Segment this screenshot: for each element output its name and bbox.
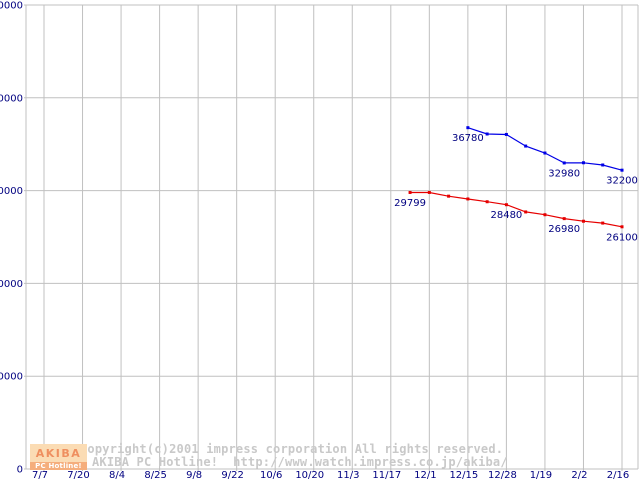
x-axis-tick-label: 11/17 (372, 470, 401, 480)
blue-series-point-label: 36780 (452, 133, 484, 144)
red-series-line (410, 191, 623, 228)
red-series-data-point-marker (581, 219, 585, 223)
x-axis-tick-label: 2/2 (571, 470, 587, 480)
x-axis-tick-label: 12/15 (449, 470, 478, 480)
red-series-data-point-marker (485, 200, 489, 204)
x-axis-tick-label: 10/20 (295, 470, 324, 480)
blue-series-point-label: 32200 (606, 176, 638, 187)
y-axis-tick-label: 30000 (0, 186, 23, 197)
y-axis-tick-label: 40000 (0, 93, 23, 104)
blue-series-data-point-marker (562, 161, 566, 165)
y-axis-tick-label: 10000 (0, 372, 23, 383)
x-axis-tick-label: 9/22 (221, 470, 243, 480)
red-series-data-point-marker (466, 197, 470, 201)
red-series-data-point-marker (543, 213, 547, 217)
blue-series-data-point-marker (620, 168, 624, 172)
y-axis-tick-label: 20000 (0, 279, 23, 290)
blue-series-data-point-marker (524, 144, 528, 148)
red-series-data-point-marker (601, 221, 605, 225)
site-url-watermark: AKIBA PC Hotline! http://www.watch.impre… (92, 455, 508, 469)
y-axis-tick-label: 0 (17, 465, 23, 476)
x-axis-tick-label: 12/1 (414, 470, 436, 480)
red-series-data-point-marker (447, 194, 451, 198)
red-series-point-label: 26100 (606, 232, 638, 243)
red-series-data-point-marker (620, 225, 624, 229)
red-series-point-label: 26980 (548, 224, 580, 235)
red-series-data-point-marker (562, 217, 566, 221)
x-axis-tick-label: 2/16 (607, 470, 629, 480)
red-series-point-label: 28480 (490, 210, 522, 221)
x-axis-tick-label: 1/19 (530, 470, 552, 480)
x-axis-tick-label: 8/4 (109, 470, 125, 480)
blue-series-data-point-marker (466, 126, 470, 130)
logo-subtitle: PC Hotline! (30, 462, 87, 470)
red-series-data-point-marker (427, 190, 431, 194)
red-series-data-point-marker (408, 190, 412, 194)
x-axis-tick-label: 12/28 (488, 470, 517, 480)
blue-series-data-point-marker (601, 163, 605, 167)
copyright-watermark: Copyright(c)2001 impress corporation All… (80, 442, 504, 456)
blue-series-data-point-marker (504, 132, 508, 136)
x-axis-tick-label: 7/20 (67, 470, 89, 480)
red-series-point-label: 29799 (394, 198, 426, 209)
x-axis-tick-label: 8/25 (144, 470, 166, 480)
x-axis-tick-label: 7/7 (32, 470, 48, 480)
logo-title: AKIBA (30, 444, 87, 462)
blue-series-data-point-marker (485, 132, 489, 136)
x-axis-tick-label: 11/3 (337, 470, 359, 480)
y-axis-tick-label: 50000 (0, 1, 23, 12)
blue-series-data-point-marker (581, 161, 585, 165)
blue-series-data-point-marker (543, 151, 547, 155)
blue-series-point-label: 32980 (548, 168, 580, 179)
red-series-data-point-marker (504, 203, 508, 207)
red-series-data-point-marker (524, 210, 528, 214)
x-axis-tick-label: 10/6 (260, 470, 282, 480)
x-axis-tick-label: 9/8 (186, 470, 202, 480)
akiba-pc-hotline-logo: AKIBA PC Hotline! (30, 444, 87, 470)
